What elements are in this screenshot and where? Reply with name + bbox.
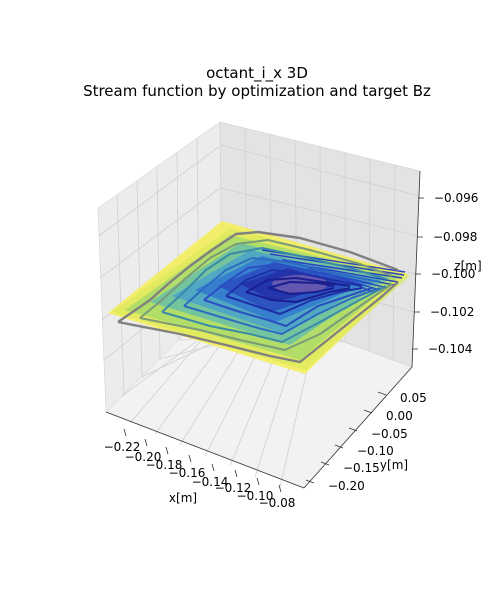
z-axis-ticks: −0.104 −0.102 −0.100 −0.098 −0.096 bbox=[412, 191, 478, 356]
x-axis-tick-mark bbox=[123, 428, 127, 437]
y-axis-label: y[m] bbox=[380, 458, 408, 472]
z-axis-tick-label: −0.098 bbox=[433, 230, 477, 244]
y-axis-tick-label: −0.15 bbox=[343, 461, 380, 475]
z-axis-tick-label: −0.096 bbox=[434, 191, 478, 205]
x-axis-tick-label: −0.10 bbox=[237, 489, 274, 503]
z-axis-tick-label: −0.104 bbox=[428, 342, 472, 356]
x-axis-tick-label: −0.08 bbox=[259, 496, 296, 510]
x-axis-tick-mark bbox=[234, 469, 238, 478]
x-axis-tick-mark bbox=[144, 438, 148, 447]
x-axis-tick-label: −0.22 bbox=[104, 440, 141, 454]
x-axis-tick-mark bbox=[165, 446, 169, 455]
y-axis-tick-mark bbox=[377, 391, 387, 396]
y-axis-ticks: −0.20 −0.15 −0.10 −0.05 0.00 0.05 bbox=[305, 391, 427, 493]
y-axis-tick-label: −0.20 bbox=[328, 479, 365, 493]
x-axis-tick-label: −0.16 bbox=[169, 466, 206, 480]
x-axis-tick-label: −0.14 bbox=[192, 475, 229, 489]
y-axis-tick-mark bbox=[305, 479, 315, 484]
x-axis-ticks: −0.22−0.20−0.18−0.16−0.14−0.12−0.10−0.08 bbox=[104, 428, 296, 510]
x-axis-line bbox=[105, 411, 305, 489]
y-axis-tick-mark bbox=[348, 427, 358, 432]
x-axis-tick-label: −0.18 bbox=[146, 458, 183, 472]
y-axis-tick-mark bbox=[363, 409, 373, 414]
surface-plot bbox=[108, 221, 410, 374]
y-axis-line bbox=[303, 366, 413, 489]
y-axis-tick-label: 0.00 bbox=[386, 409, 413, 423]
y-axis-tick-label: −0.05 bbox=[371, 427, 408, 441]
chart-title-line2: Stream function by optimization and targ… bbox=[83, 82, 431, 100]
x-axis-tick-mark bbox=[188, 454, 192, 463]
y-axis-tick-mark bbox=[334, 444, 344, 449]
chart-title-line1: octant_i_x 3D bbox=[206, 64, 308, 83]
contour-lines bbox=[117, 230, 399, 364]
z-axis-tick-label: −0.102 bbox=[430, 305, 474, 319]
y-axis-tick-mark bbox=[320, 461, 330, 466]
z-axis-tick-label: −0.100 bbox=[431, 267, 475, 281]
y-axis-tick-label: −0.10 bbox=[357, 444, 394, 458]
z-axis-label: z[m] bbox=[454, 259, 481, 273]
x-axis-tick-label: −0.12 bbox=[215, 481, 252, 495]
x-axis-label: x[m] bbox=[169, 491, 197, 505]
x-axis-tick-mark bbox=[256, 477, 260, 486]
y-axis-tick-label: 0.05 bbox=[400, 391, 427, 405]
z-axis-line bbox=[411, 170, 421, 368]
x-axis-tick-mark bbox=[278, 484, 282, 493]
x-axis-tick-label: −0.20 bbox=[125, 450, 162, 464]
x-axis-tick-mark bbox=[211, 463, 215, 472]
